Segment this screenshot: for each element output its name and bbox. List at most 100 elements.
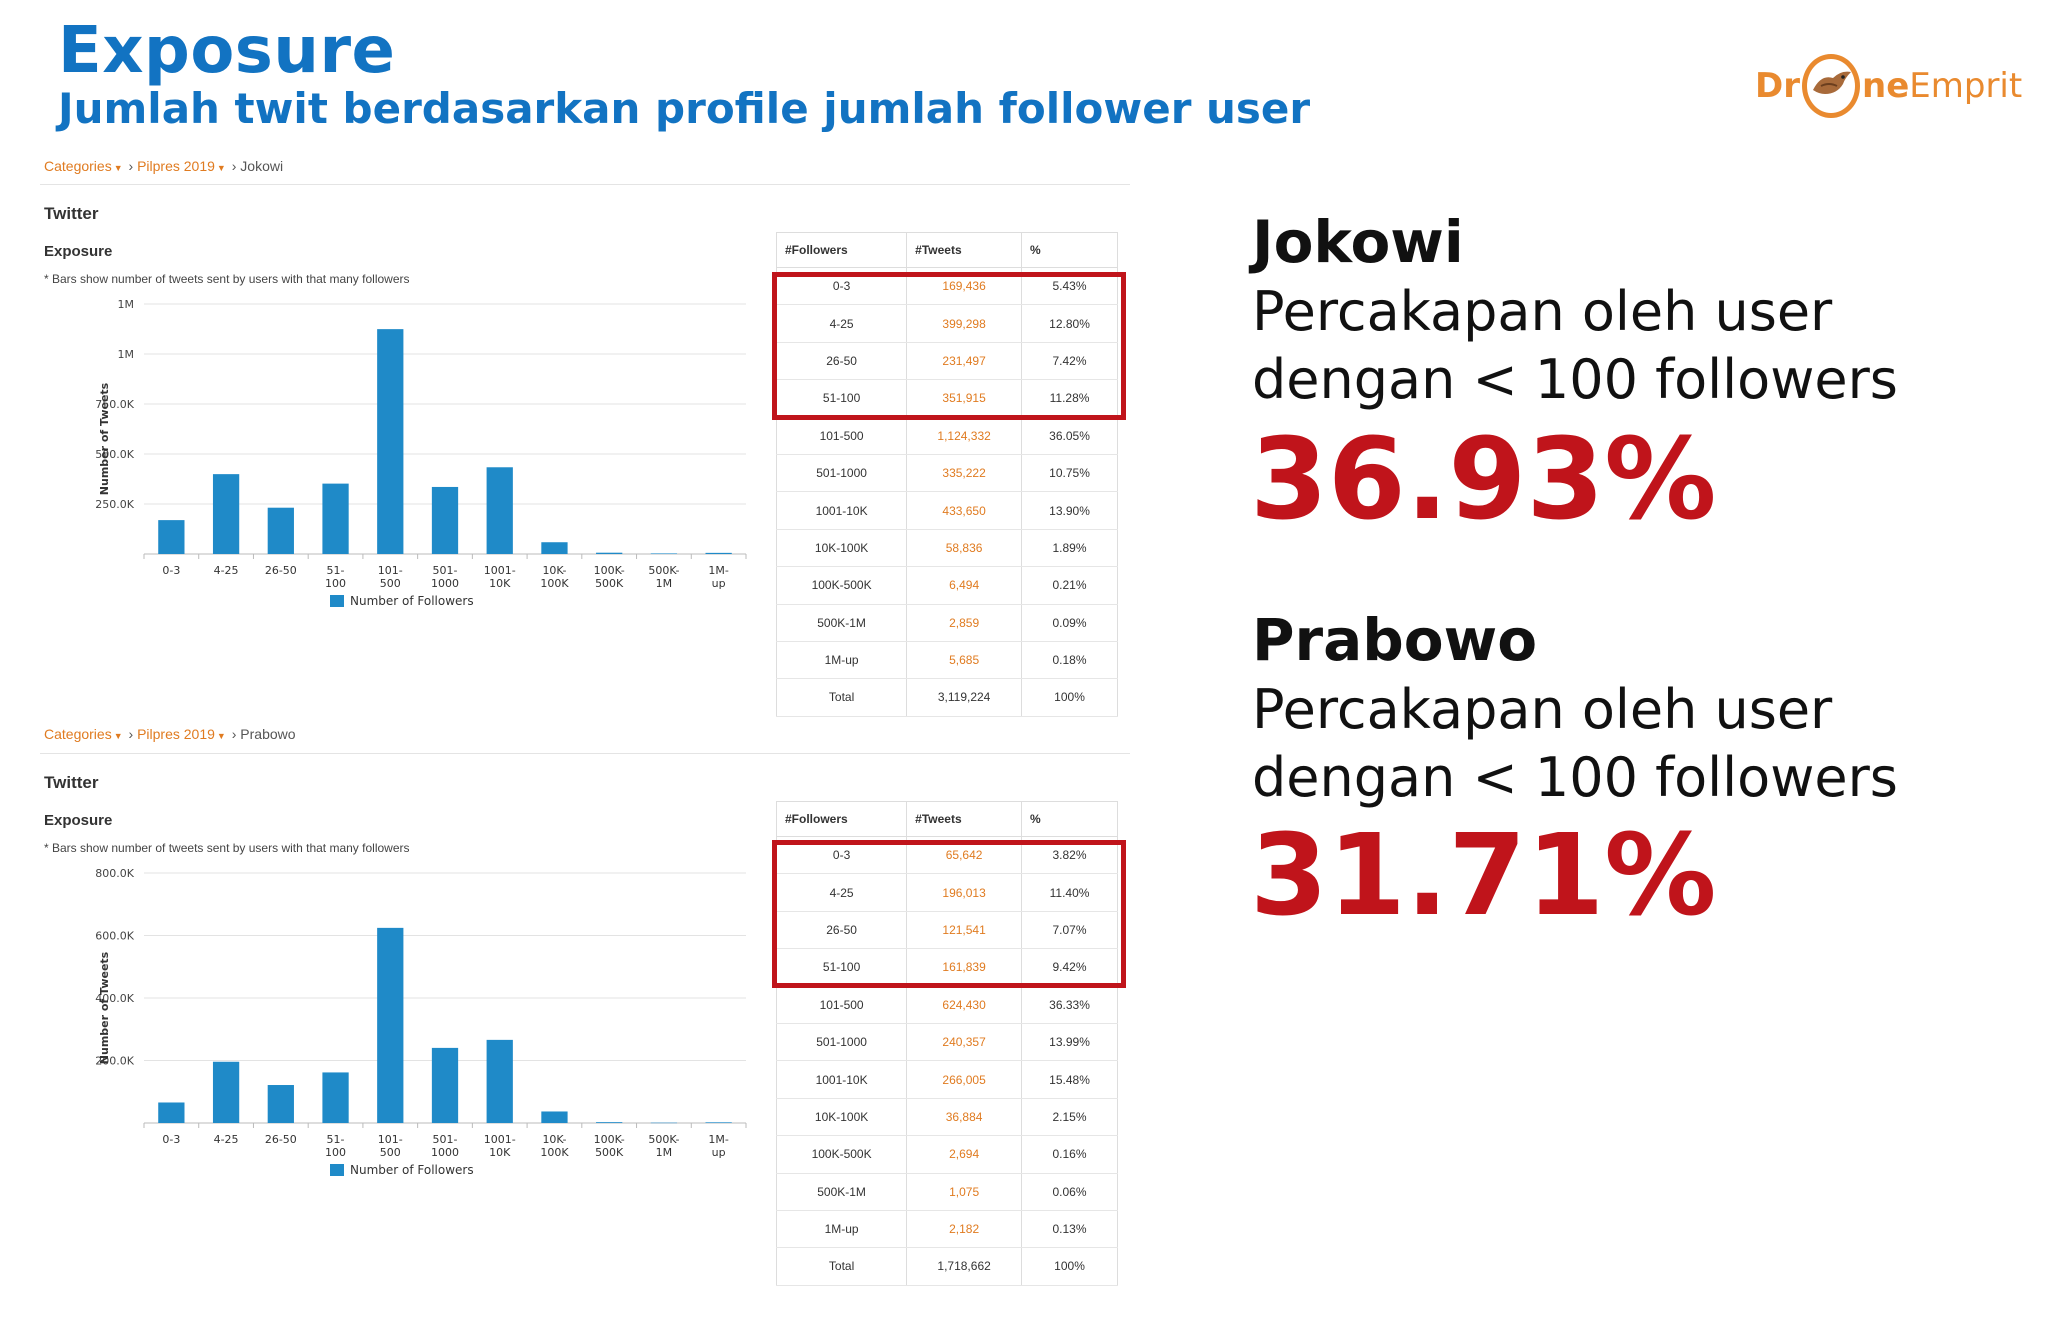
tweets-cell[interactable]: 351,915 xyxy=(906,379,1023,418)
x-tick-label: 101- xyxy=(378,564,403,577)
caret-down-icon[interactable]: ▼ xyxy=(216,163,226,173)
percent-cell: 9.42% xyxy=(1021,948,1118,987)
table-row: 10K-100K 36,884 2.15% xyxy=(776,1098,1118,1137)
table-row: 26-50 231,497 7.42% xyxy=(776,342,1118,381)
bar-0-3 xyxy=(158,520,185,554)
x-tick-label: 1M xyxy=(656,1146,673,1159)
x-tick-label: 100K- xyxy=(594,564,625,577)
summary-name-jokowi: Jokowi xyxy=(1252,208,1464,276)
header-followers[interactable]: #Followers xyxy=(776,232,908,268)
breadcrumb-pilpres[interactable]: Pilpres 2019 xyxy=(137,726,215,742)
caret-down-icon[interactable]: ▼ xyxy=(113,163,123,173)
header-percent[interactable]: % xyxy=(1021,801,1118,837)
exposure-panel-prabowo: Categories ▼ › Pilpres 2019 ▼ › Prabowo Tw… xyxy=(40,720,1140,1286)
y-tick-label: 200.0K xyxy=(95,1055,134,1068)
breadcrumb-current: Prabowo xyxy=(240,726,296,742)
bar-0-3 xyxy=(158,1102,185,1123)
tweets-cell[interactable]: 6,494 xyxy=(906,566,1023,605)
percent-cell: 36.05% xyxy=(1021,417,1118,455)
followers-cell: 101-500 xyxy=(776,417,908,455)
y-tick-label: 750.0K xyxy=(95,398,134,411)
percent-cell: 0.06% xyxy=(1021,1173,1118,1211)
x-tick-label: 51- xyxy=(327,564,345,577)
percent-cell: 15.48% xyxy=(1021,1060,1118,1099)
table-row: 101-500 1,124,332 36.05% xyxy=(776,417,1118,455)
tweets-cell[interactable]: 266,005 xyxy=(906,1060,1023,1099)
tweets-cell[interactable]: 2,859 xyxy=(906,604,1023,642)
breadcrumb-categories[interactable]: Categories xyxy=(44,158,112,174)
tweets-cell[interactable]: 1,075 xyxy=(906,1173,1023,1211)
panel-divider xyxy=(40,753,1130,754)
followers-cell: 100K-500K xyxy=(776,566,908,605)
tweets-cell[interactable]: 196,013 xyxy=(906,873,1023,912)
bar-501-1000 xyxy=(431,1047,459,1123)
bar-1M-up xyxy=(705,552,732,554)
tweets-cell[interactable]: 433,650 xyxy=(906,491,1023,530)
tweets-cell[interactable]: 624,430 xyxy=(906,986,1023,1024)
x-tick-label: 100 xyxy=(325,577,346,590)
tweets-cell[interactable]: 58,836 xyxy=(906,529,1023,568)
followers-cell: Total xyxy=(776,678,908,717)
summary-line1-jokowi: Percakapan oleh user xyxy=(1252,280,1833,343)
x-tick-label: up xyxy=(712,1146,726,1159)
header-followers[interactable]: #Followers xyxy=(776,801,908,837)
tweets-cell[interactable]: 335,222 xyxy=(906,454,1023,493)
tweets-cell[interactable]: 1,124,332 xyxy=(906,417,1023,455)
summary-line2-jokowi: dengan < 100 followers xyxy=(1252,348,1898,411)
percent-cell: 0.21% xyxy=(1021,566,1118,605)
tweets-cell[interactable]: 2,182 xyxy=(906,1210,1023,1249)
followers-cell: 51-100 xyxy=(776,948,908,987)
percent-cell: 0.18% xyxy=(1021,641,1118,680)
table-row: 1M-up 2,182 0.13% xyxy=(776,1210,1118,1249)
tweets-cell[interactable]: 399,298 xyxy=(906,304,1023,343)
x-tick-label: 0-3 xyxy=(162,564,180,577)
bar-101-500 xyxy=(377,329,404,554)
table-row: 4-25 399,298 12.80% xyxy=(776,304,1118,343)
header-percent[interactable]: % xyxy=(1021,232,1118,268)
table-row: 1M-up 5,685 0.18% xyxy=(776,641,1118,680)
followers-cell: 1M-up xyxy=(776,641,908,680)
percent-cell: 0.16% xyxy=(1021,1135,1118,1174)
x-tick-label: 500 xyxy=(380,577,401,590)
y-axis-title: Number of Tweets xyxy=(98,382,111,495)
percent-cell: 100% xyxy=(1021,1247,1118,1286)
percent-cell: 10.75% xyxy=(1021,454,1118,493)
tweets-cell[interactable]: 231,497 xyxy=(906,342,1023,381)
summary-line2-prabowo: dengan < 100 followers xyxy=(1252,746,1898,809)
header-tweets[interactable]: #Tweets xyxy=(906,232,1023,268)
table-row: 501-1000 335,222 10.75% xyxy=(776,454,1118,493)
x-tick-label: 4-25 xyxy=(214,564,239,577)
table-row: 4-25 196,013 11.40% xyxy=(776,873,1118,912)
x-tick-label: 500K xyxy=(595,577,624,590)
followers-cell: 26-50 xyxy=(776,342,908,381)
x-tick-label: 500K xyxy=(595,1146,624,1159)
summary-line1-prabowo: Percakapan oleh user xyxy=(1252,678,1833,741)
breadcrumb-pilpres[interactable]: Pilpres 2019 xyxy=(137,158,215,174)
y-tick-label: 250.0K xyxy=(95,498,134,511)
x-tick-label: 1M xyxy=(656,577,673,590)
chart-note: * Bars show number of tweets sent by use… xyxy=(44,272,410,286)
breadcrumb-categories[interactable]: Categories xyxy=(44,726,112,742)
tweets-cell: 3,119,224 xyxy=(906,678,1023,717)
caret-down-icon[interactable]: ▼ xyxy=(216,731,226,741)
slide-title: Exposure xyxy=(58,14,396,88)
logo-text-ne: ne xyxy=(1862,66,1910,106)
table-row: 10K-100K 58,836 1.89% xyxy=(776,529,1118,568)
bar-101-500 xyxy=(377,927,404,1123)
tweets-cell[interactable]: 121,541 xyxy=(906,911,1023,950)
tweets-cell[interactable]: 2,694 xyxy=(906,1135,1023,1174)
x-tick-label: 26-50 xyxy=(265,564,297,577)
tweets-cell[interactable]: 240,357 xyxy=(906,1023,1023,1062)
followers-cell: 500K-1M xyxy=(776,1173,908,1211)
x-tick-label: 51- xyxy=(327,1133,345,1146)
tweets-cell[interactable]: 36,884 xyxy=(906,1098,1023,1137)
followers-cell: 4-25 xyxy=(776,304,908,343)
x-tick-label: 4-25 xyxy=(214,1133,239,1146)
y-tick-label: 800.0K xyxy=(95,867,134,880)
caret-down-icon[interactable]: ▼ xyxy=(113,731,123,741)
header-tweets[interactable]: #Tweets xyxy=(906,801,1023,837)
tweets-cell[interactable]: 5,685 xyxy=(906,641,1023,680)
followers-cell: 1001-10K xyxy=(776,491,908,530)
followers-cell: 4-25 xyxy=(776,873,908,912)
x-tick-label: 1000 xyxy=(431,1146,459,1159)
